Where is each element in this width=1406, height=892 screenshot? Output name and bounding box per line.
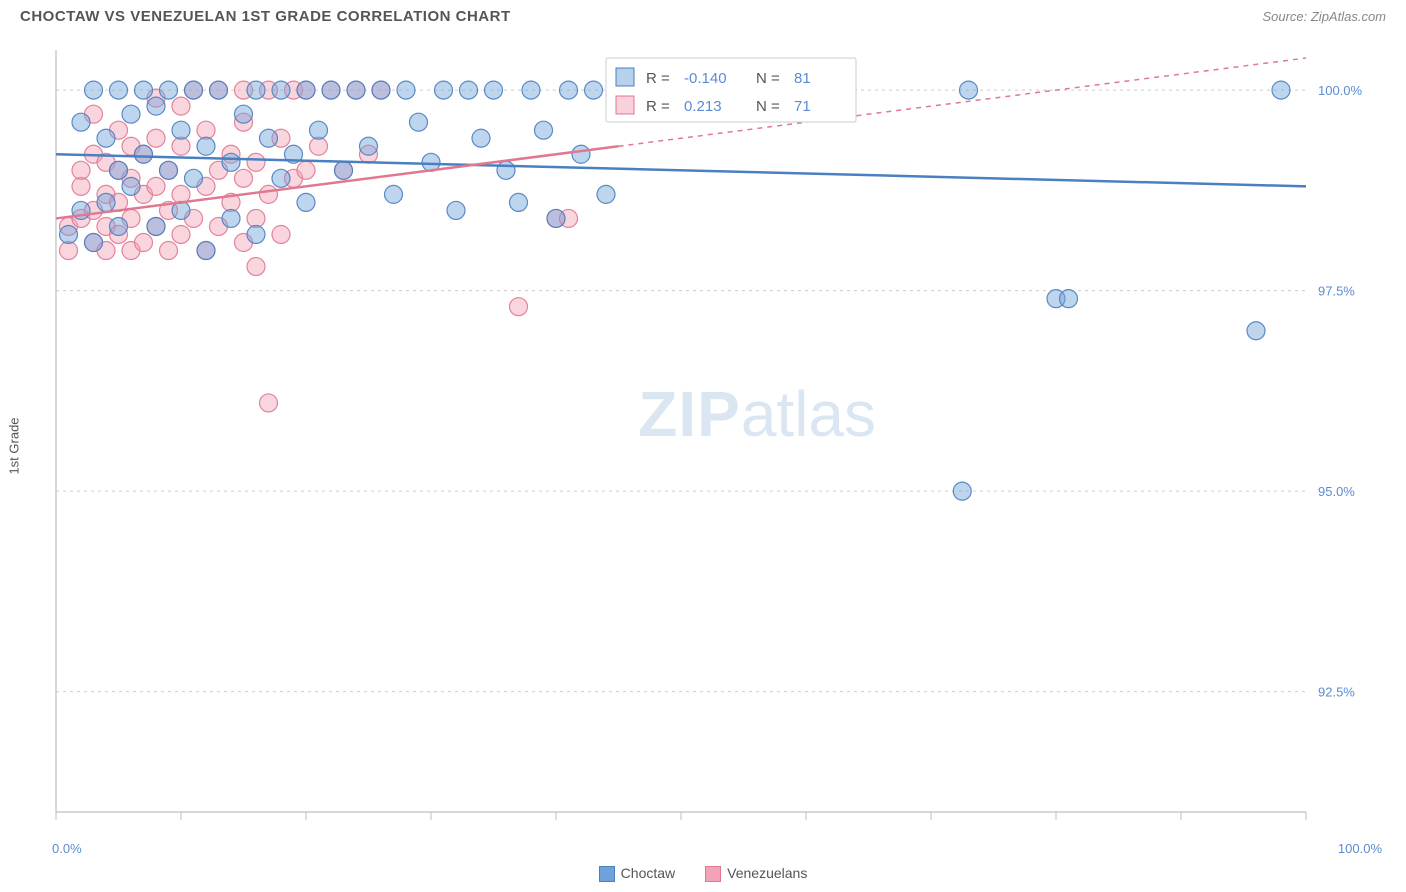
svg-text:N =: N = [756, 70, 780, 87]
x-axis-min-label: 0.0% [52, 841, 82, 856]
svg-text:95.0%: 95.0% [1318, 484, 1355, 499]
legend-item-choctaw: Choctaw [599, 865, 675, 882]
scatter-plot-svg: 92.5% 95.0% 97.5% 100.0% ZIPatlas R = -0.140 N … [48, 40, 1386, 832]
legend-item-venezuelans: Venezuelans [705, 865, 807, 882]
x-axis-labels: 0.0% 100.0% [48, 841, 1386, 856]
svg-text:-0.140: -0.140 [684, 70, 727, 87]
svg-text:92.5%: 92.5% [1318, 685, 1355, 700]
bottom-legend: Choctaw Venezuelans [0, 865, 1406, 882]
svg-text:R =: R = [646, 98, 670, 115]
chart-title: CHOCTAW VS VENEZUELAN 1ST GRADE CORRELAT… [20, 8, 511, 25]
svg-text:81: 81 [794, 70, 811, 87]
svg-text:97.5%: 97.5% [1318, 284, 1355, 299]
svg-text:71: 71 [794, 98, 811, 115]
chart-area: 92.5% 95.0% 97.5% 100.0% ZIPatlas R = -0.140 N … [48, 40, 1386, 832]
source-attribution: Source: ZipAtlas.com [1262, 9, 1386, 24]
svg-text:R =: R = [646, 70, 670, 87]
svg-text:ZIPatlas: ZIPatlas [638, 378, 876, 450]
svg-text:N =: N = [756, 98, 780, 115]
x-axis-max-label: 100.0% [1338, 841, 1382, 856]
svg-text:0.213: 0.213 [684, 98, 722, 115]
y-axis-label: 1st Grade [7, 417, 22, 474]
svg-text:100.0%: 100.0% [1318, 83, 1363, 98]
